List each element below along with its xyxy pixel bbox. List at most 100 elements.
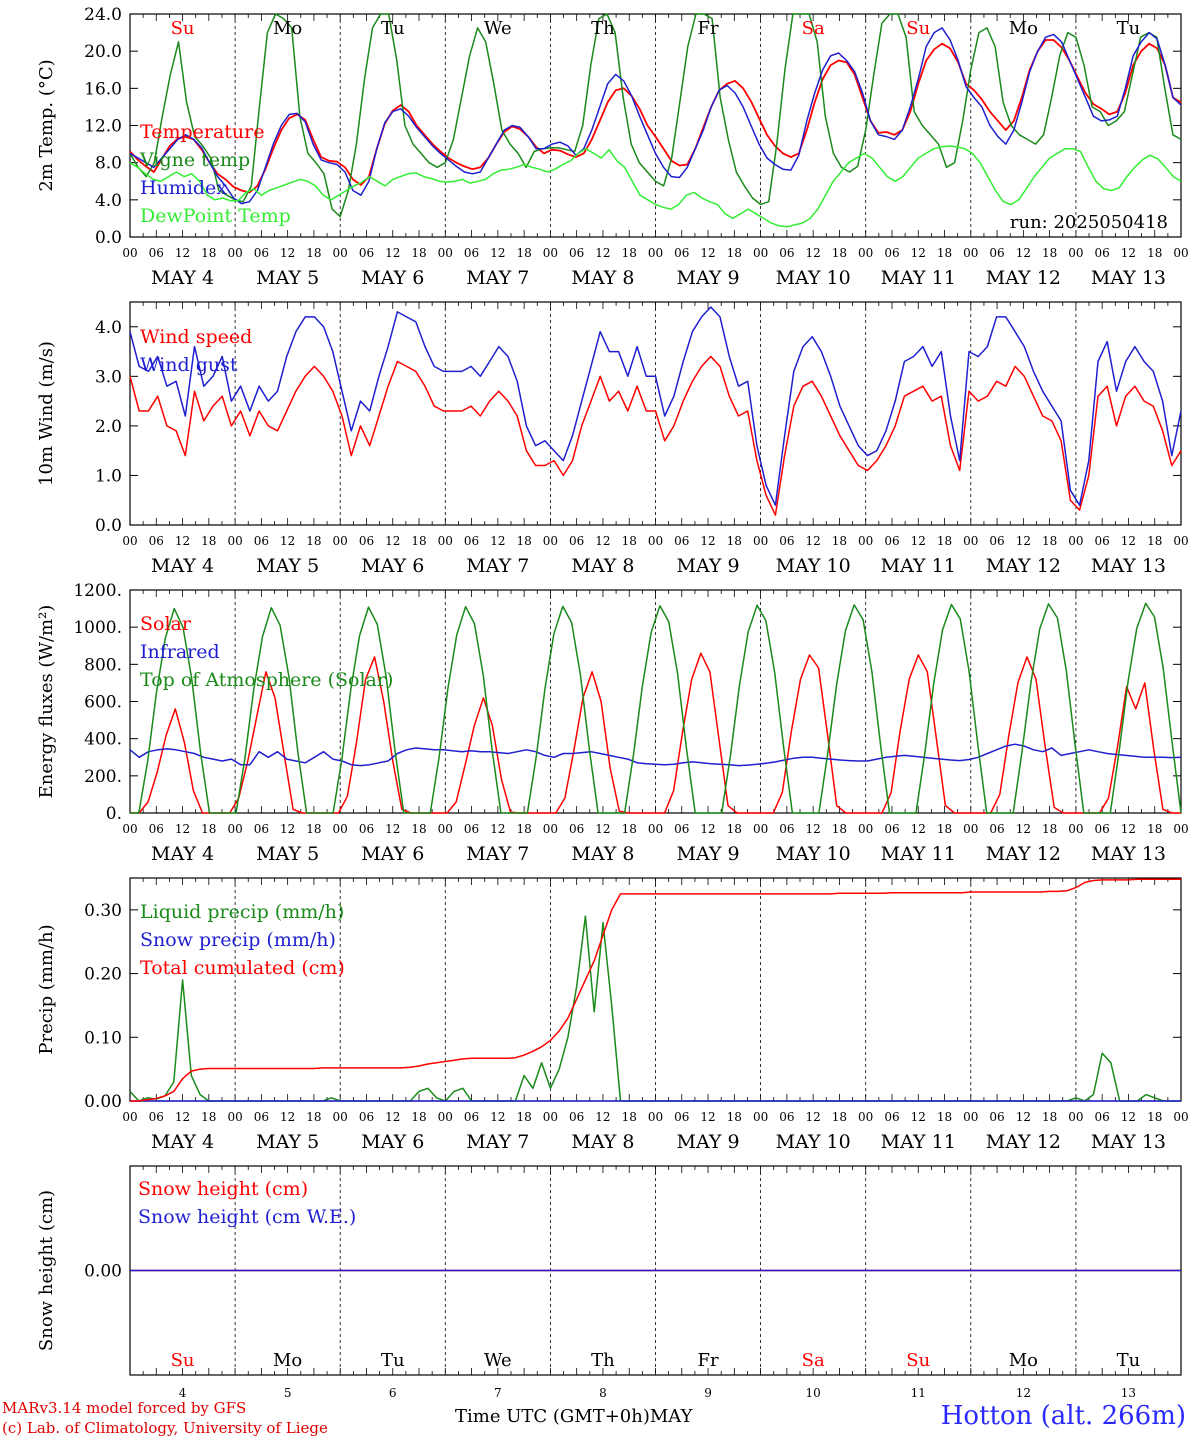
hour-label: 12: [175, 534, 190, 548]
date-label: MAY 8: [571, 555, 634, 577]
hour-label: 18: [622, 1110, 637, 1124]
hour-label: 00: [438, 246, 453, 260]
date-label: MAY 6: [361, 843, 424, 865]
weekday-label-bottom: We: [484, 1350, 512, 1371]
hour-label: 12: [595, 822, 610, 836]
weekday-label-bottom: Tu: [381, 1350, 405, 1371]
hour-label: 00: [858, 534, 873, 548]
weekday-label: Fr: [698, 18, 719, 39]
day-number-label: 10: [806, 1386, 821, 1400]
date-label: MAY 10: [776, 843, 851, 865]
x-axis-month: MAY: [649, 1406, 693, 1427]
legend-entry: Vigne temp: [139, 149, 250, 171]
run-annotation: run: 2025050418: [1010, 212, 1168, 233]
hour-label: 12: [911, 534, 926, 548]
day-number-label: 11: [911, 1386, 926, 1400]
legend-entry: Snow precip (mm/h): [140, 929, 336, 951]
legend-entry: Snow height (cm W.E.): [138, 1206, 356, 1228]
date-label: MAY 8: [571, 1131, 634, 1153]
hour-label: 00: [648, 822, 663, 836]
hour-label: 00: [648, 1110, 663, 1124]
date-label: MAY 7: [466, 267, 529, 289]
hour-label: 18: [411, 246, 426, 260]
hour-label: 12: [280, 822, 295, 836]
hour-label: 00: [543, 1110, 558, 1124]
hour-label: 12: [175, 246, 190, 260]
hour-label: 00: [753, 1110, 768, 1124]
y-tick-label: 0.20: [84, 965, 122, 985]
hour-label: 12: [700, 1110, 715, 1124]
hour-label: 18: [727, 822, 742, 836]
hour-label: 18: [727, 246, 742, 260]
date-label: MAY 7: [466, 843, 529, 865]
hour-label: 12: [385, 822, 400, 836]
hour-label: 00: [227, 822, 242, 836]
hour-label: 00: [438, 822, 453, 836]
hour-label: 06: [674, 822, 689, 836]
hour-label: 18: [516, 534, 531, 548]
hour-label: 00: [963, 1110, 978, 1124]
weekday-label-bottom: Su: [171, 1350, 195, 1371]
y-tick-label: 400.: [84, 730, 122, 750]
hour-label: 18: [937, 246, 952, 260]
hour-label: 00: [648, 534, 663, 548]
y-tick-label: 800.: [84, 655, 122, 675]
hour-label: 00: [753, 822, 768, 836]
day-number-label: 12: [1016, 1386, 1031, 1400]
date-label: MAY 13: [1091, 555, 1166, 577]
hour-label: 00: [1068, 534, 1083, 548]
day-number-label: 5: [284, 1386, 292, 1400]
hour-label: 12: [595, 1110, 610, 1124]
hour-label: 18: [516, 1110, 531, 1124]
chart-panel-4: 0.00 0.10 0.20 0.30 Precip (mm/h) Liquid prec…: [36, 877, 1189, 1153]
date-label: MAY 8: [571, 843, 634, 865]
hour-label: 00: [438, 1110, 453, 1124]
chart-panel-1: 0.0 4.0 8.0 12.0 16.0 20.0 24.0 2m Temp. (°C) Te…: [36, 5, 1189, 289]
y-tick-label: 8.0: [95, 154, 122, 174]
hour-label: 18: [727, 534, 742, 548]
y-axis-label: Precip (mm/h): [36, 924, 57, 1054]
hour-label: 18: [306, 534, 321, 548]
series-line-2: [129, 743, 1182, 767]
hour-label: 06: [359, 1110, 374, 1124]
y-tick-label: 0.00: [84, 1092, 122, 1112]
weekday-label: Tu: [1117, 18, 1141, 39]
hour-label: 12: [806, 1110, 821, 1124]
hour-label: 12: [175, 1110, 190, 1124]
legend-entry: Wind speed: [140, 326, 252, 348]
hour-label: 18: [411, 822, 426, 836]
hour-label: 18: [411, 534, 426, 548]
y-tick-label: 16.0: [84, 79, 122, 99]
date-label: MAY 7: [466, 555, 529, 577]
hour-label: 12: [700, 534, 715, 548]
hour-label: 06: [884, 246, 899, 260]
chart-panel-2: 0.0 1.0 2.0 3.0 4.0 10m Wind (m/s) Wind speed W…: [36, 301, 1189, 577]
hour-label: 18: [832, 822, 847, 836]
hour-label: 00: [543, 822, 558, 836]
hour-label: 00: [122, 1110, 137, 1124]
legend-entry: Top of Atmosphere (Solar): [140, 669, 393, 691]
y-tick-label: 1.0: [95, 466, 122, 486]
legend-entry: DewPoint Temp: [140, 205, 291, 227]
hour-label: 00: [227, 1110, 242, 1124]
date-label: MAY 5: [256, 267, 319, 289]
hour-label: 06: [254, 246, 269, 260]
legend-entry: Total cumulated (cm): [140, 957, 345, 979]
hour-label: 18: [201, 822, 216, 836]
hour-label: 12: [911, 822, 926, 836]
hour-label: 12: [911, 246, 926, 260]
series-line-4: [129, 145, 1182, 228]
weekday-label-bottom: Sa: [802, 1350, 825, 1371]
y-tick-label: 0.30: [84, 901, 122, 921]
hour-label: 06: [989, 246, 1004, 260]
hour-label: 12: [1016, 246, 1031, 260]
y-tick-label: 3.0: [95, 367, 122, 387]
hour-label: 06: [779, 534, 794, 548]
date-label: MAY 13: [1091, 1131, 1166, 1153]
hour-label: 12: [385, 534, 400, 548]
hour-label: 06: [464, 246, 479, 260]
legend-entry: Wind gust: [140, 354, 238, 376]
y-axis-label: Snow height (cm): [36, 1190, 57, 1351]
hour-label: 06: [254, 534, 269, 548]
